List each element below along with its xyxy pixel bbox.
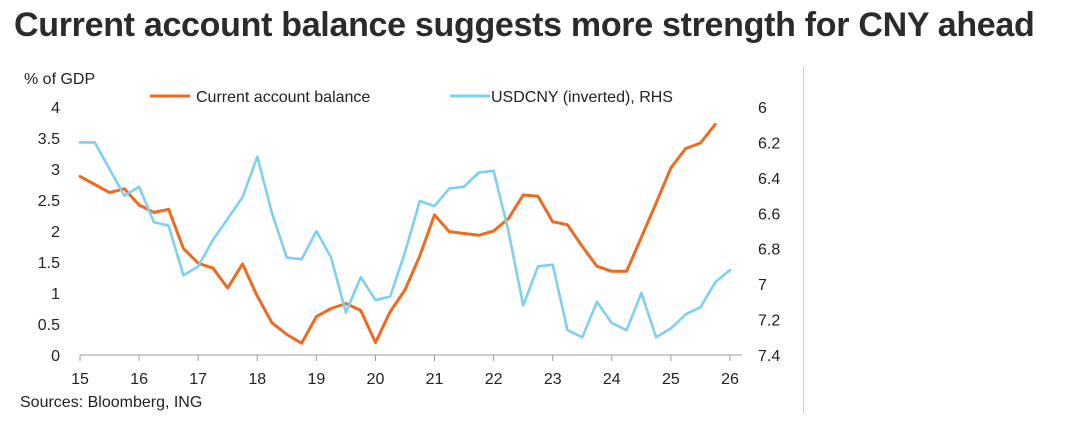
y-tick-label: 0 <box>51 348 60 365</box>
x-tick-label: 21 <box>426 371 444 388</box>
y2-tick-label: 6.8 <box>758 242 780 259</box>
y-tick-label: 3.5 <box>38 131 60 148</box>
legend-label-current-account: Current account balance <box>196 89 370 106</box>
legend: Current account balance USDCNY (inverted… <box>150 89 673 106</box>
x-tick-label: 24 <box>603 371 621 388</box>
y2-tick-label: 6.2 <box>758 135 780 152</box>
y2-tick-label: 7.4 <box>758 348 780 365</box>
y2-tick-label: 7 <box>758 277 767 294</box>
y-axis-label: % of GDP <box>24 71 95 88</box>
x-tick-labels: 15 16 17 18 19 20 21 22 23 24 25 26 <box>71 355 739 388</box>
x-tick-label: 18 <box>248 371 266 388</box>
y-tick-label: 2 <box>51 224 60 241</box>
x-tick-label: 26 <box>721 371 739 388</box>
x-tick-label: 20 <box>367 371 385 388</box>
y-tick-label: 1 <box>51 286 60 303</box>
y-tick-labels-left: 0 0.5 1 1.5 2 2.5 3 3.5 4 <box>38 100 60 365</box>
y-tick-labels-right: 6 6.2 6.4 6.6 6.8 7 7.2 7.4 <box>758 100 780 365</box>
x-tick-label: 16 <box>130 371 148 388</box>
x-tick-label: 23 <box>544 371 562 388</box>
y2-tick-label: 6.4 <box>758 171 780 188</box>
series-lines <box>78 122 732 345</box>
y-tick-label: 3 <box>51 162 60 179</box>
source-note: Sources: Bloomberg, ING <box>20 394 203 411</box>
y-tick-label: 0.5 <box>38 317 60 334</box>
x-tick-label: 15 <box>71 371 89 388</box>
series-line-current-account <box>78 122 717 345</box>
page-title: Current account balance suggests more st… <box>14 6 1035 44</box>
y-tick-label: 1.5 <box>38 255 60 272</box>
y-tick-label: 2.5 <box>38 193 60 210</box>
x-tick-label: 25 <box>662 371 680 388</box>
panel-divider <box>803 66 804 414</box>
x-tick-label: 17 <box>189 371 207 388</box>
y2-tick-label: 6.6 <box>758 206 780 223</box>
series-line-usdcny <box>78 141 732 339</box>
x-tick-label: 19 <box>307 371 325 388</box>
y-tick-label: 4 <box>51 100 60 117</box>
y2-tick-label: 6 <box>758 100 767 117</box>
y2-tick-label: 7.2 <box>758 313 780 330</box>
x-tick-label: 22 <box>485 371 503 388</box>
legend-label-usdcny: USDCNY (inverted), RHS <box>491 89 673 106</box>
